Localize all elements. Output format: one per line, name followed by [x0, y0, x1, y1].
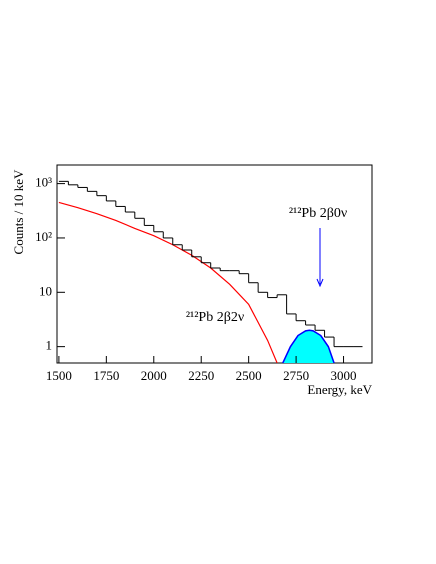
y-tick-label: 1: [46, 338, 53, 353]
x-tick-label: 2500: [236, 368, 262, 383]
y-tick-label: 10: [39, 283, 52, 298]
area-outline: [282, 329, 335, 363]
arrow-head: [316, 278, 324, 288]
curve-label: ²¹²Pb 2β2ν: [186, 310, 244, 325]
x-tick-label: 1500: [46, 368, 72, 383]
x-tick-label: 2000: [141, 368, 167, 383]
y-tick-label: 10³: [35, 175, 52, 190]
curve-label: ²¹²Pb 2β0ν: [289, 206, 347, 221]
y-axis-label: Counts / 10 keV: [11, 169, 26, 254]
curve: [58, 201, 278, 363]
plot-frame: [56, 164, 373, 364]
y-tick-label: 10²: [35, 229, 52, 244]
x-tick-label: 2250: [188, 368, 214, 383]
x-tick-label: 2750: [283, 368, 309, 383]
x-axis-label: Energy, keV: [307, 382, 372, 397]
plot-area: [58, 180, 363, 363]
area: [282, 330, 335, 363]
x-tick-label: 3000: [331, 368, 357, 383]
x-tick-label: 1750: [93, 368, 119, 383]
